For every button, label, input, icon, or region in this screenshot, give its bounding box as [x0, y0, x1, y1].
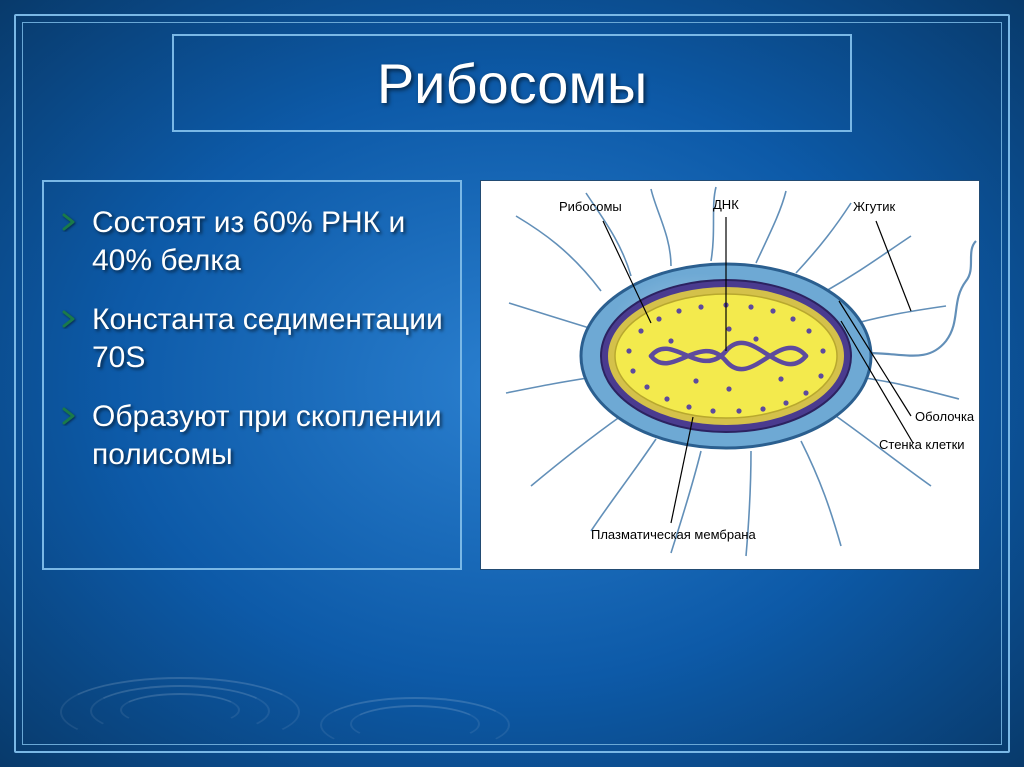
label-flagellum: Жгутик — [853, 199, 895, 214]
bullet-text: Константа седиментации 70S — [92, 301, 444, 376]
bullet-item: Образуют при скоплении полисомы — [60, 398, 444, 473]
bullet-text: Образуют при скоплении полисомы — [92, 398, 444, 473]
label-cell-wall: Стенка клетки — [879, 437, 965, 452]
label-dna: ДНК — [713, 197, 739, 212]
title-container: Рибосомы — [172, 34, 852, 132]
chevron-icon — [60, 406, 80, 426]
bullet-text: Состоят из 60% РНК и 40% белка — [92, 204, 444, 279]
bullet-item: Константа седиментации 70S — [60, 301, 444, 376]
label-ribosomes: Рибосомы — [559, 199, 622, 214]
label-envelope: Оболочка — [915, 409, 975, 424]
bacteria-illustration: Рибосомы ДНК Жгутик Оболочка Стенка клет… — [481, 181, 981, 571]
slide-title: Рибосомы — [377, 51, 647, 116]
label-plasma-membrane: Плазматическая мембрана — [591, 527, 756, 542]
chevron-icon — [60, 309, 80, 329]
bullet-list: Состоят из 60% РНК и 40% белка Константа… — [42, 180, 462, 570]
bullet-item: Состоят из 60% РНК и 40% белка — [60, 204, 444, 279]
cell-diagram: Рибосомы ДНК Жгутик Оболочка Стенка клет… — [480, 180, 980, 570]
chevron-icon — [60, 212, 80, 232]
